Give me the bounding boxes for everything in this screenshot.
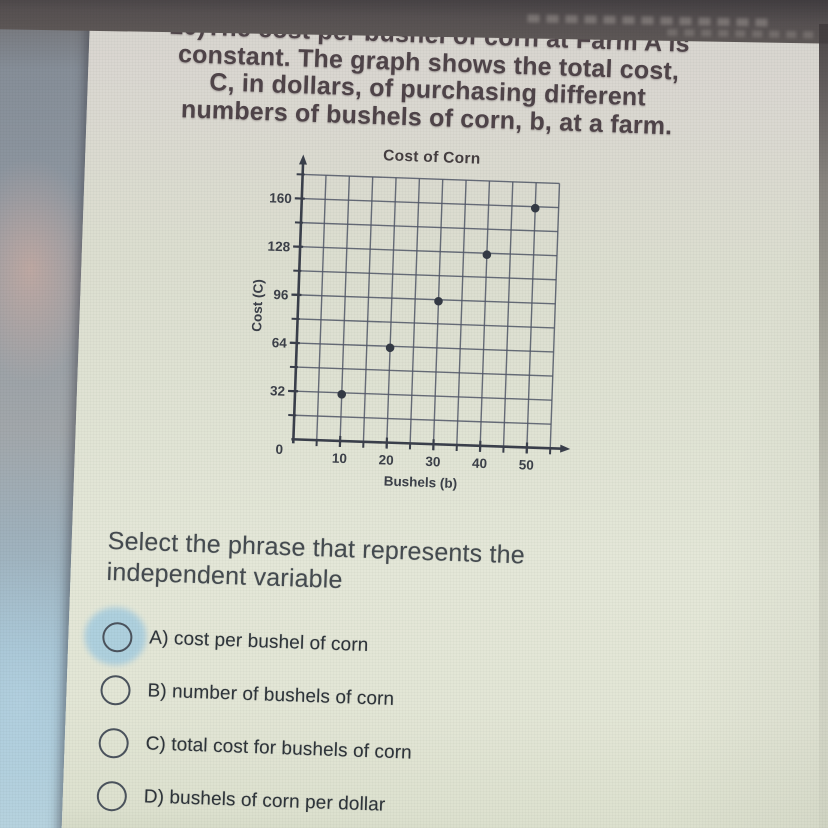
svg-text:40: 40	[472, 456, 488, 472]
option-label: C) total cost for bushels of corn	[145, 732, 413, 764]
worksheet-page: 10)The cost per bushel of corn at Farm A…	[59, 0, 828, 828]
option-label: A) cost per bushel of corn	[149, 626, 369, 656]
cost-chart: 10 20 30 40 50 32 64 96 128 160 0 Cost of Corn Bushe…	[249, 147, 571, 492]
svg-text:10: 10	[332, 451, 348, 467]
svg-text:30: 30	[425, 454, 441, 470]
options-list: A) cost per bushel of corn B) number of …	[83, 606, 735, 828]
option-label: D) bushels of corn per dollar	[143, 785, 386, 816]
svg-text:64: 64	[271, 335, 287, 351]
radio-button-a[interactable]	[101, 621, 133, 653]
svg-text:32: 32	[270, 383, 286, 399]
topbar-faint-text	[667, 28, 818, 39]
radio-button-b[interactable]	[100, 674, 132, 706]
svg-text:20: 20	[378, 452, 394, 468]
topbar-faint-text	[527, 14, 768, 27]
svg-text:96: 96	[273, 287, 289, 303]
svg-text:Cost (C): Cost (C)	[249, 279, 266, 332]
radio-button-c[interactable]	[98, 727, 130, 759]
svg-text:Bushels (b): Bushels (b)	[383, 474, 457, 492]
screen-right-edge	[819, 24, 828, 828]
svg-text:0: 0	[275, 442, 283, 457]
svg-text:Cost of Corn: Cost of Corn	[383, 147, 481, 167]
prompt-text: Select the phrase that represents the in…	[106, 526, 708, 609]
svg-text:50: 50	[519, 457, 535, 473]
radio-button-d[interactable]	[96, 780, 128, 812]
svg-text:160: 160	[269, 190, 292, 206]
option-label: B) number of bushels of corn	[147, 679, 395, 710]
svg-text:128: 128	[267, 239, 291, 255]
